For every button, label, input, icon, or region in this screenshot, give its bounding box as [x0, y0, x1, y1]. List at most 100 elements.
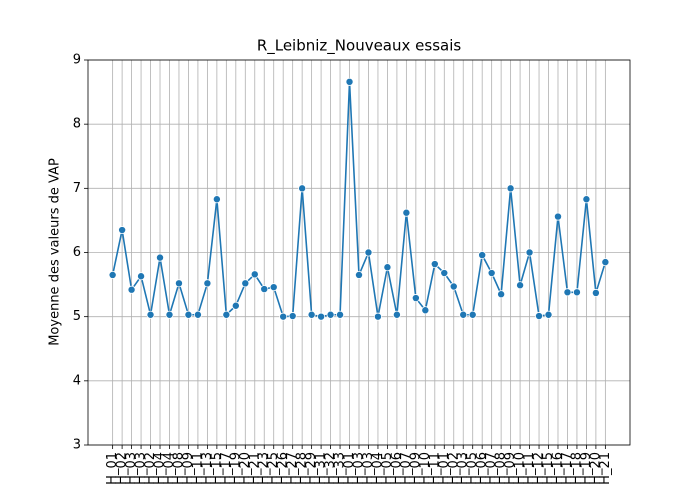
x-tick-label: H_18: [569, 452, 584, 485]
point: [298, 184, 307, 193]
x-tick-label: H_07: [399, 452, 414, 485]
point: [459, 310, 468, 319]
x-tick-label: H_32: [323, 452, 338, 485]
point: [506, 184, 515, 193]
point: [497, 290, 506, 299]
point: [326, 310, 335, 319]
y-tick-label: 3: [73, 438, 81, 453]
point: [411, 294, 420, 303]
y-tick-label: 6: [73, 245, 81, 260]
x-tick-label: H_25: [266, 452, 281, 485]
y-tick-label: 7: [73, 181, 81, 196]
x-tick-label: H_08: [171, 452, 186, 485]
point: [193, 310, 202, 319]
point: [544, 310, 553, 319]
x-tick-label: H_03: [134, 452, 149, 485]
x-tick-label: H_11: [427, 452, 442, 485]
x-tick-label: H_07: [484, 452, 499, 485]
point: [250, 270, 259, 279]
x-tick-label: H_15: [209, 452, 224, 485]
y-tick-label: 5: [73, 309, 81, 324]
x-tick-label: H_33: [333, 452, 348, 485]
x-tick-label: H_10: [513, 452, 528, 485]
point: [336, 310, 345, 319]
x-tick-label: H_01: [437, 452, 452, 485]
point: [137, 272, 146, 281]
x-tick-label: H_09: [503, 452, 518, 485]
plot-frame: [87, 59, 631, 446]
x-tick-label: H_17: [560, 452, 575, 485]
point: [383, 263, 392, 272]
point: [449, 282, 458, 291]
y-tick-label: 9: [73, 53, 81, 68]
point: [402, 208, 411, 217]
x-tick-label: H_06: [389, 452, 404, 485]
x-tick-label: H_04: [162, 452, 177, 485]
x-tick-label: H_01: [105, 452, 120, 485]
x-tick-label: H_16: [550, 452, 565, 485]
point: [156, 253, 165, 262]
point: [174, 279, 183, 288]
point: [535, 312, 544, 321]
x-tick-label: H_10: [418, 452, 433, 485]
x-tick-label: H_23: [257, 452, 272, 485]
x-tick-label: H_09: [408, 452, 423, 485]
x-tick-label: H_19: [228, 452, 243, 485]
point: [260, 285, 269, 294]
point: [118, 226, 127, 235]
point: [241, 279, 250, 288]
point: [203, 279, 212, 288]
x-tick-label: H_15: [541, 452, 556, 485]
x-tick-label: H_11: [522, 452, 537, 485]
point: [553, 212, 562, 221]
point: [127, 285, 136, 294]
point: [231, 301, 240, 310]
x-tick-label: H_20: [238, 452, 253, 485]
y-axis-label: Moyenne des valeurs de VAP: [48, 158, 63, 346]
x-tick-label: H_29: [304, 452, 319, 485]
point: [212, 195, 221, 204]
x-tick-label: H_02: [446, 452, 461, 485]
point: [307, 310, 316, 319]
y-tick-label: 4: [73, 373, 81, 388]
x-tick-label: H_05: [380, 452, 395, 485]
point: [269, 283, 278, 292]
x-tick-label: H_27: [285, 452, 300, 485]
point: [487, 269, 496, 278]
x-tick-label: H_20: [588, 452, 603, 485]
point: [478, 251, 487, 260]
point: [364, 248, 373, 257]
chart-title: R_Leibniz_Nouveaux essais: [257, 37, 462, 56]
point: [345, 77, 354, 86]
point: [591, 288, 600, 297]
y-tick-label: 8: [73, 117, 81, 132]
x-tick-label: H_17: [219, 452, 234, 485]
point: [165, 310, 174, 319]
point: [146, 310, 155, 319]
x-tick-label: H_12: [532, 452, 547, 485]
point: [354, 270, 363, 279]
point: [468, 310, 477, 319]
point: [525, 248, 534, 257]
point: [222, 310, 231, 319]
x-tick-label: H_09: [181, 452, 196, 485]
x-tick-label: H_28: [295, 452, 310, 485]
x-tick-label: H_26: [276, 452, 291, 485]
x-tick-label: H_21: [598, 452, 613, 485]
x-tick-label: H_13: [200, 452, 215, 485]
point: [430, 260, 439, 269]
x-tick-label: H_11: [190, 452, 205, 485]
x-tick-label: H_05: [465, 452, 480, 485]
x-tick-label: H_01: [342, 452, 357, 485]
x-tick-label: H_06: [475, 452, 490, 485]
x-tick-label: H_08: [494, 452, 509, 485]
point: [440, 269, 449, 278]
x-tick-label: H_03: [352, 452, 367, 485]
point: [108, 270, 117, 279]
x-tick-label: H_19: [579, 452, 594, 485]
x-tick-label: H_04: [153, 452, 168, 485]
x-tick-label: H_03: [456, 452, 471, 485]
x-tick-label: H_21: [247, 452, 262, 485]
point: [279, 312, 288, 321]
x-tick-label: H_03: [361, 452, 376, 485]
